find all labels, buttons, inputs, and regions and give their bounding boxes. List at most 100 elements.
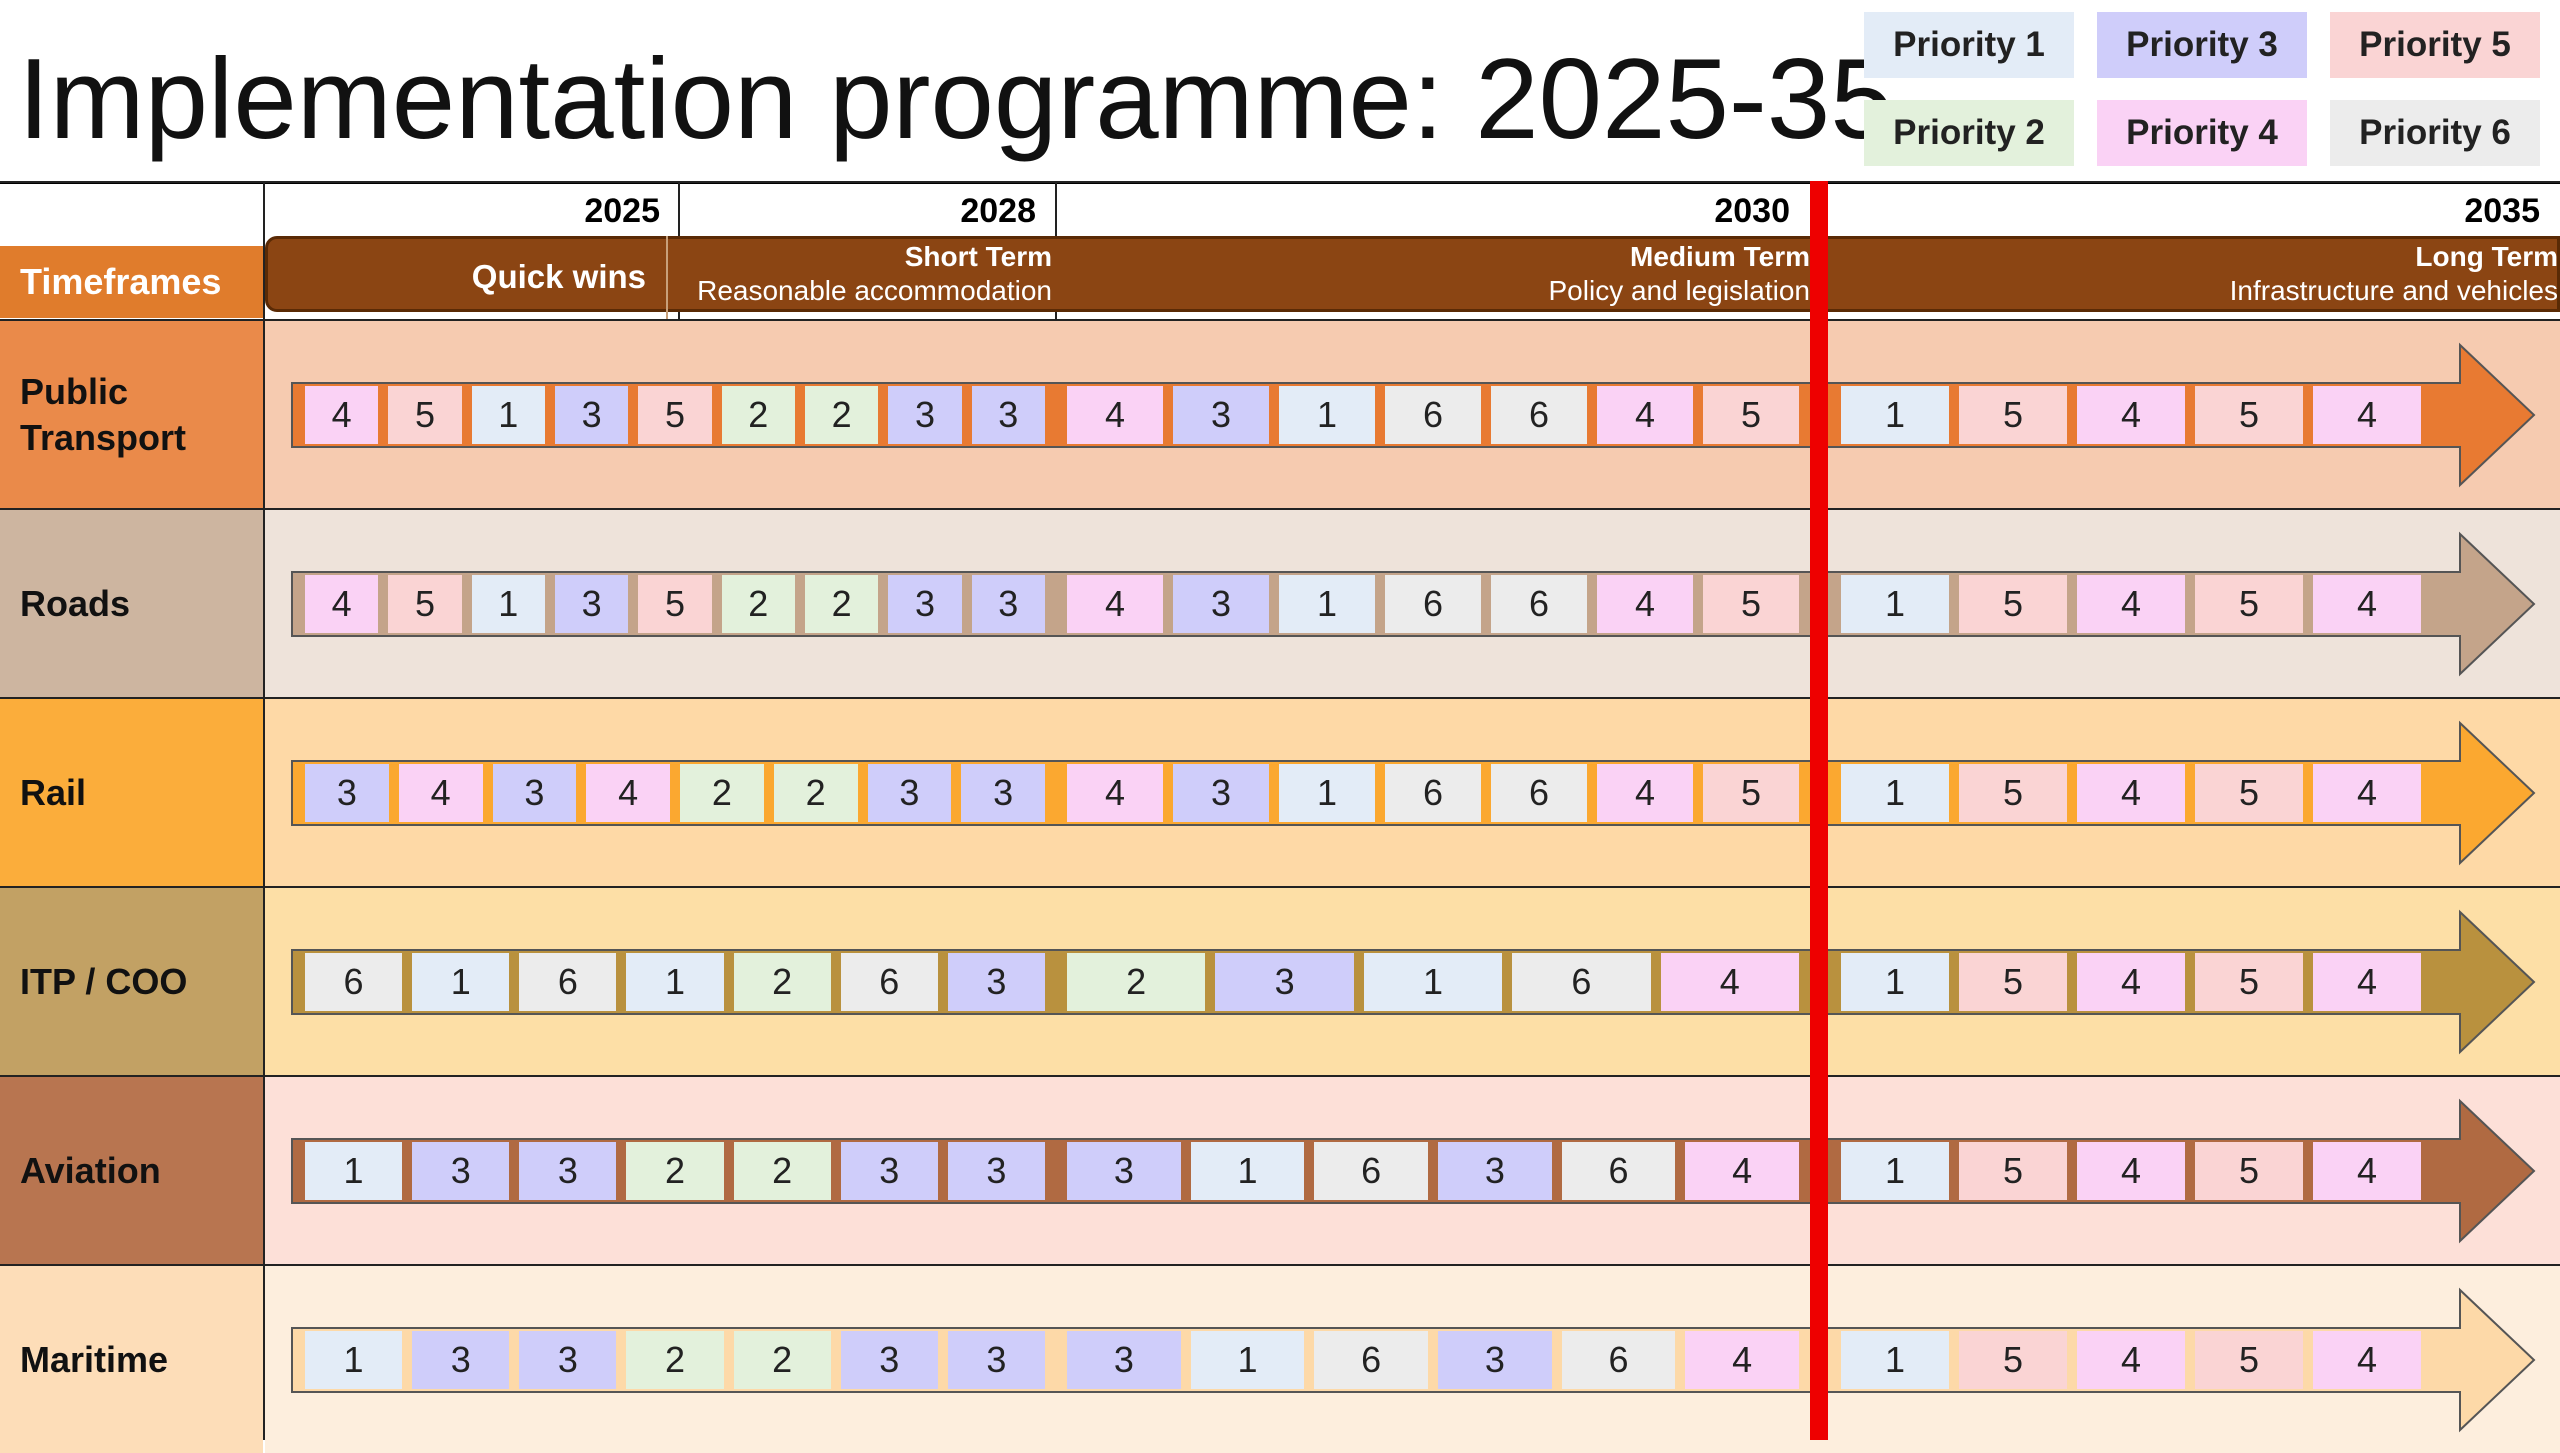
- priority-box: 4: [2077, 1141, 2185, 1200]
- timeframe-quick-wins: Quick wins: [471, 258, 646, 295]
- priority-box: 4: [586, 763, 670, 822]
- priority-box: 3: [888, 574, 962, 633]
- priority-box: 4: [1597, 385, 1693, 444]
- priority-box: 4: [2313, 763, 2421, 822]
- priority-box: 5: [1959, 574, 2067, 633]
- priority-box: 5: [2195, 385, 2303, 444]
- priority-box: 5: [2195, 763, 2303, 822]
- row-divider: [0, 886, 2560, 888]
- priority-box: 5: [1703, 574, 1799, 633]
- priority-box: 5: [2195, 1330, 2303, 1389]
- priority-box: 3: [1067, 1330, 1181, 1389]
- priority-box: 2: [721, 574, 795, 633]
- mode-label: Roads: [0, 510, 263, 697]
- timeframe-desc: Infrastructure and vehicles: [2229, 275, 2558, 306]
- priority-box: 5: [1959, 1330, 2067, 1389]
- priority-box: 1: [626, 952, 724, 1011]
- priority-box: 6: [1561, 1141, 1676, 1200]
- priority-box: 3: [971, 574, 1045, 633]
- priority-box: 6: [1314, 1141, 1428, 1200]
- priority-box: 3: [519, 1141, 617, 1200]
- priority-box: 5: [2195, 1141, 2303, 1200]
- priority-box: 6: [1561, 1330, 1676, 1389]
- timeframe-name: Long Term: [2415, 241, 2558, 272]
- priority-box: 5: [1959, 385, 2067, 444]
- priority-box: 3: [947, 952, 1045, 1011]
- priority-box: 3: [947, 1141, 1045, 1200]
- priority-box: 3: [1438, 1141, 1552, 1200]
- timeframe-name: Short Term: [904, 241, 1052, 272]
- priority-box: 5: [1703, 763, 1799, 822]
- legend-item: Priority 4: [2097, 100, 2307, 166]
- priority-box: 5: [1959, 763, 2067, 822]
- priority-box: 4: [2313, 385, 2421, 444]
- priority-box: 5: [2195, 952, 2303, 1011]
- legend-item: Priority 6: [2330, 100, 2540, 166]
- timeframe-desc: Policy and legislation: [1548, 275, 1811, 306]
- priority-box: 5: [2195, 574, 2303, 633]
- priority-box: 4: [305, 574, 379, 633]
- priority-box: 3: [947, 1330, 1045, 1389]
- row-divider: [0, 508, 2560, 510]
- priority-box: 4: [2313, 1141, 2421, 1200]
- priority-box: 4: [2313, 1330, 2421, 1389]
- priority-box: 3: [519, 1330, 617, 1389]
- priority-box: 3: [1173, 763, 1269, 822]
- priority-box: 5: [638, 574, 712, 633]
- priority-box: 4: [2077, 952, 2185, 1011]
- priority-box: 3: [1215, 952, 1354, 1011]
- priority-box: 1: [305, 1330, 403, 1389]
- priority-box: 2: [680, 763, 764, 822]
- priority-box: 1: [1279, 574, 1375, 633]
- row-divider: [0, 697, 2560, 699]
- priority-box: 4: [2077, 1330, 2185, 1389]
- priority-box: 6: [1314, 1330, 1428, 1389]
- priority-box: 5: [638, 385, 712, 444]
- priority-box: 3: [888, 385, 962, 444]
- mode-label: ITP / COO: [0, 888, 263, 1075]
- timeframe-separator: [666, 236, 668, 320]
- priority-box: 5: [1959, 1141, 2067, 1200]
- timeframes-label: Timeframes: [0, 246, 263, 318]
- priority-box: 3: [840, 1141, 938, 1200]
- timeframe-name: Medium Term: [1630, 241, 1810, 272]
- priority-box: 4: [1597, 763, 1693, 822]
- priority-box: 3: [1173, 574, 1269, 633]
- priority-box: 4: [2313, 574, 2421, 633]
- priority-box: 1: [1190, 1141, 1305, 1200]
- priority-legend: Priority 1 Priority 3 Priority 5 Priorit…: [1864, 12, 2544, 170]
- priority-box: 1: [471, 574, 545, 633]
- priority-box: 2: [733, 1330, 831, 1389]
- priority-box: 3: [555, 385, 629, 444]
- priority-box: 2: [805, 385, 879, 444]
- priority-box: 2: [1067, 952, 1206, 1011]
- priority-box: 3: [840, 1330, 938, 1389]
- priority-box: 2: [733, 1141, 831, 1200]
- priority-box: 6: [1491, 385, 1587, 444]
- priority-box: 6: [1491, 763, 1587, 822]
- priority-box: 5: [1703, 385, 1799, 444]
- priority-box: 2: [805, 574, 879, 633]
- priority-box: 4: [1067, 574, 1163, 633]
- priority-box: 3: [305, 763, 389, 822]
- priority-box: 1: [1841, 763, 1949, 822]
- priority-box: 6: [1385, 574, 1481, 633]
- priority-box: 6: [519, 952, 617, 1011]
- priority-box: 1: [1841, 1141, 1949, 1200]
- priority-box: 3: [1173, 385, 1269, 444]
- legend-item: Priority 1: [1864, 12, 2074, 78]
- mode-label: Aviation: [0, 1077, 263, 1264]
- priority-box: 3: [492, 763, 577, 822]
- row-divider: [0, 319, 2560, 321]
- mode-label: Rail: [0, 699, 263, 886]
- header-border: [0, 181, 2560, 183]
- priority-box: 4: [2313, 952, 2421, 1011]
- label-column-divider: [263, 183, 265, 1440]
- priority-box: 3: [971, 385, 1045, 444]
- priority-box: 6: [840, 952, 938, 1011]
- page-title: Implementation programme: 2025-35: [18, 36, 1894, 163]
- legend-item: Priority 5: [2330, 12, 2540, 78]
- priority-box: 6: [1512, 952, 1651, 1011]
- priority-box: 2: [773, 763, 858, 822]
- priority-box: 1: [1841, 385, 1949, 444]
